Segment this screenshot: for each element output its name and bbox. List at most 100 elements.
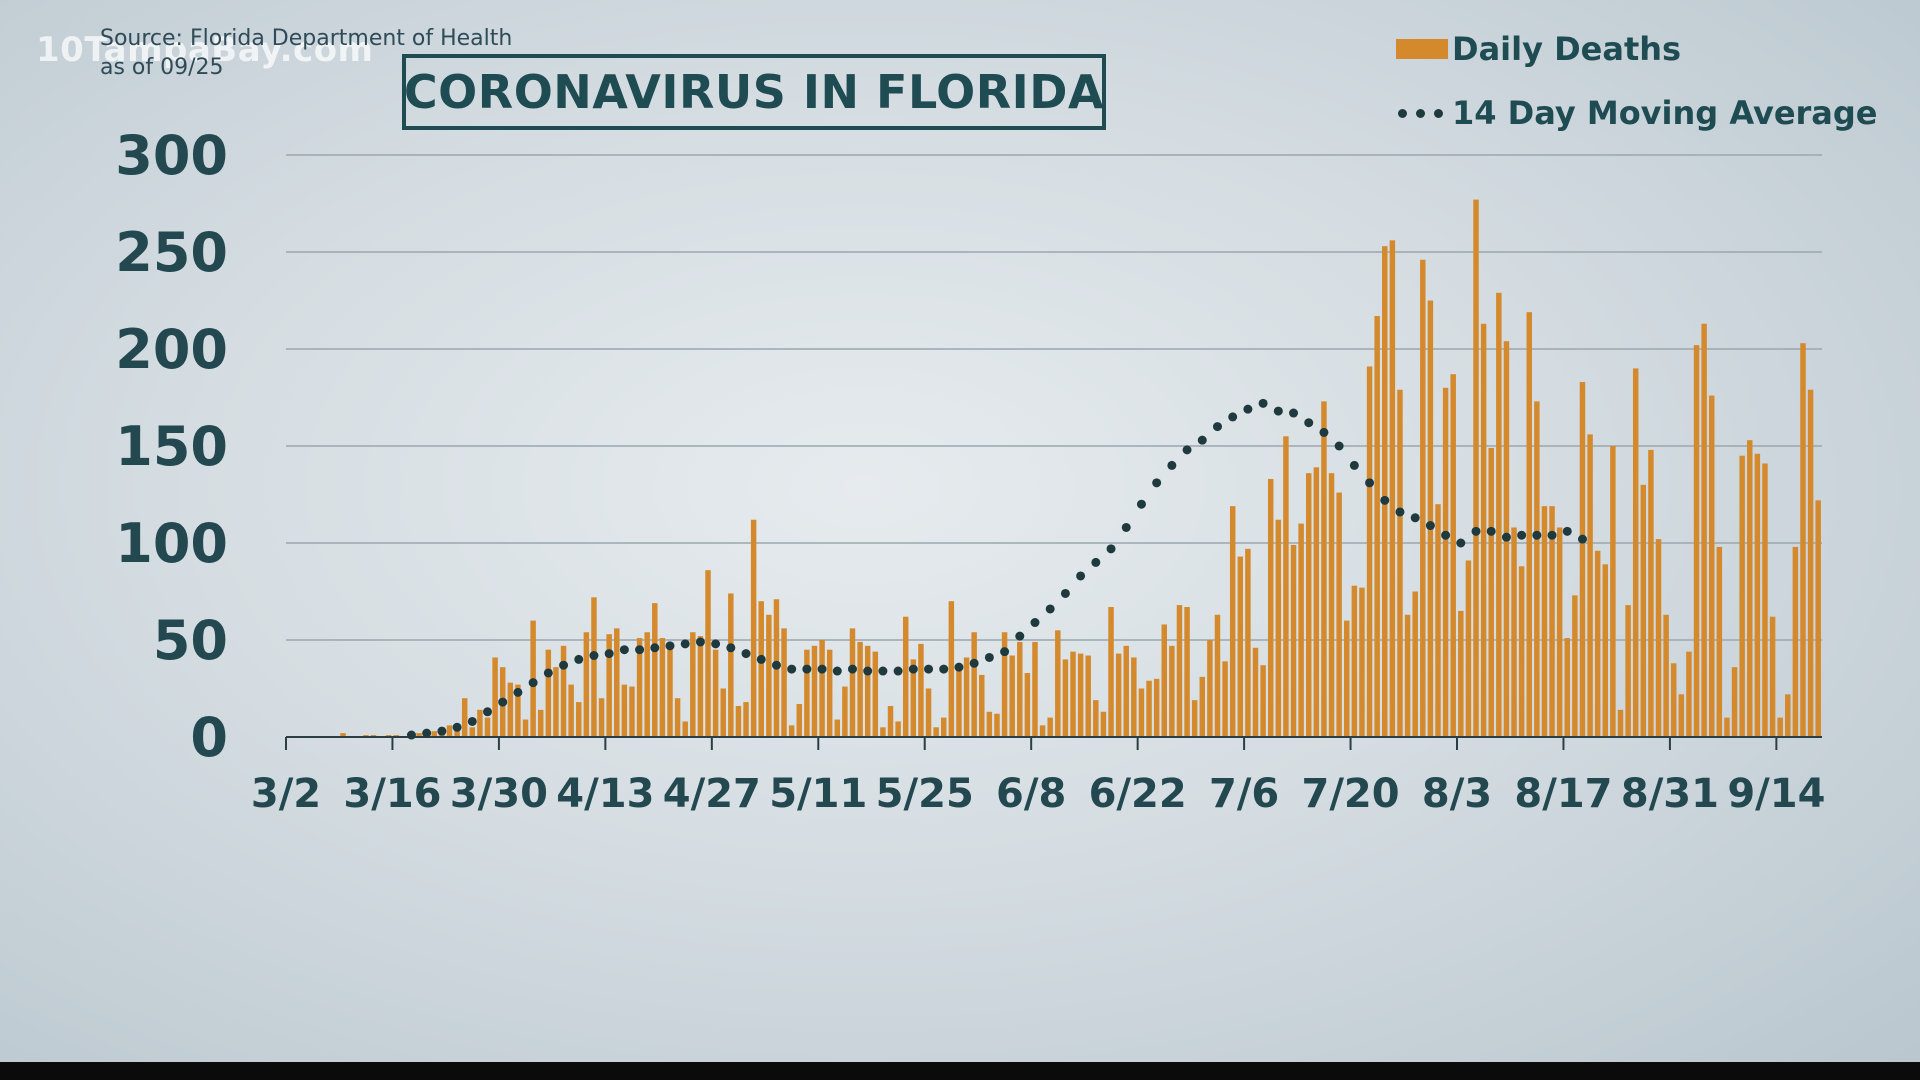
moving-average-dot: [1425, 521, 1435, 531]
bar: [1305, 473, 1312, 737]
bar: [1115, 653, 1122, 737]
bar: [1275, 519, 1282, 737]
moving-average-dot: [1501, 532, 1511, 542]
moving-average-dot: [1212, 422, 1222, 432]
bar: [1632, 368, 1639, 737]
bar: [583, 632, 590, 737]
bar: [902, 616, 909, 737]
bar: [735, 705, 742, 737]
bar: [652, 603, 658, 737]
moving-average-dot: [1136, 499, 1146, 509]
bar: [971, 632, 977, 737]
bar: [887, 705, 894, 737]
bar: [1229, 506, 1236, 737]
moving-average-dot: [1060, 588, 1070, 598]
x-tick-label: 9/14: [1727, 771, 1825, 817]
moving-average-dot: [756, 654, 766, 664]
bar: [910, 659, 917, 737]
moving-average-dot: [437, 726, 447, 736]
bar: [1488, 447, 1494, 737]
bar: [1716, 546, 1723, 737]
bar: [728, 593, 734, 737]
bar: [1450, 374, 1456, 737]
bar: [522, 719, 529, 737]
bar: [614, 628, 620, 737]
moving-average-dot: [878, 666, 888, 676]
moving-average-dot: [650, 643, 660, 653]
bar: [750, 519, 757, 737]
bar: [1693, 345, 1700, 737]
bar: [1617, 709, 1624, 737]
bar: [1648, 449, 1654, 737]
bar: [515, 684, 521, 737]
bar: [1686, 651, 1692, 737]
y-tick-label: 100: [115, 512, 228, 575]
moving-average-dot: [817, 664, 827, 674]
x-tick-label: 5/11: [769, 771, 867, 817]
bar: [1191, 700, 1198, 737]
source-line: Source: Florida Department of Health: [100, 26, 513, 51]
x-tick-label: 3/16: [343, 771, 441, 817]
bar: [576, 702, 582, 737]
bar: [454, 729, 460, 737]
x-tick-label: 4/27: [663, 771, 761, 817]
bar: [1001, 632, 1008, 737]
bar: [1351, 585, 1358, 737]
moving-average-dot: [741, 649, 751, 659]
moving-average-dot: [1517, 530, 1527, 540]
bar: [1556, 527, 1563, 737]
bar: [1313, 467, 1320, 737]
bar: [1283, 436, 1289, 737]
bar: [674, 698, 681, 737]
bar: [1108, 607, 1114, 737]
x-tick-label: 4/13: [556, 771, 654, 817]
moving-average-dot: [1532, 530, 1542, 540]
bar: [507, 682, 514, 737]
bar: [1055, 630, 1061, 737]
moving-average-dot: [543, 668, 553, 678]
bar: [1526, 312, 1532, 737]
bar: [636, 638, 643, 737]
bar: [925, 688, 932, 737]
moving-average-dot: [832, 666, 842, 676]
moving-average-dot: [908, 664, 918, 674]
bar: [1267, 478, 1274, 737]
watermark: 10TampaBay.com: [36, 30, 374, 70]
moving-average-dot: [711, 639, 721, 649]
bar: [1739, 455, 1745, 737]
bar: [667, 647, 673, 737]
bar: [1731, 667, 1738, 737]
bar: [1039, 725, 1046, 737]
bar: [1017, 641, 1023, 737]
bar: [1397, 389, 1403, 737]
y-tick-label: 250: [115, 221, 228, 284]
dotted-line-icon: [1396, 103, 1452, 123]
bar: [1435, 504, 1441, 737]
bar: [826, 649, 833, 737]
bar: [621, 684, 628, 737]
bar: [834, 719, 841, 737]
moving-average-dot: [604, 649, 614, 659]
moving-average-dot: [863, 666, 873, 676]
bar: [1214, 614, 1221, 737]
bar: [1077, 653, 1084, 737]
bar: [1412, 591, 1418, 737]
moving-average-dot: [452, 722, 462, 732]
moving-average-dot: [1152, 478, 1162, 488]
moving-average-dot: [1395, 507, 1405, 517]
moving-average-dot: [467, 716, 477, 726]
moving-average-dot: [1456, 538, 1466, 548]
legend-item-daily-deaths: Daily Deaths: [1396, 28, 1878, 70]
bar: [1747, 440, 1753, 737]
bar: [606, 634, 612, 737]
bar: [1579, 381, 1586, 737]
moving-average-dot: [1289, 408, 1299, 418]
bar: [1587, 434, 1593, 737]
moving-average-dot: [1076, 571, 1086, 581]
bar: [1496, 292, 1502, 737]
y-tick-label: 150: [115, 415, 228, 478]
moving-average-dot: [1547, 530, 1557, 540]
bar-swatch-icon: [1396, 39, 1448, 59]
bar: [1047, 717, 1053, 737]
